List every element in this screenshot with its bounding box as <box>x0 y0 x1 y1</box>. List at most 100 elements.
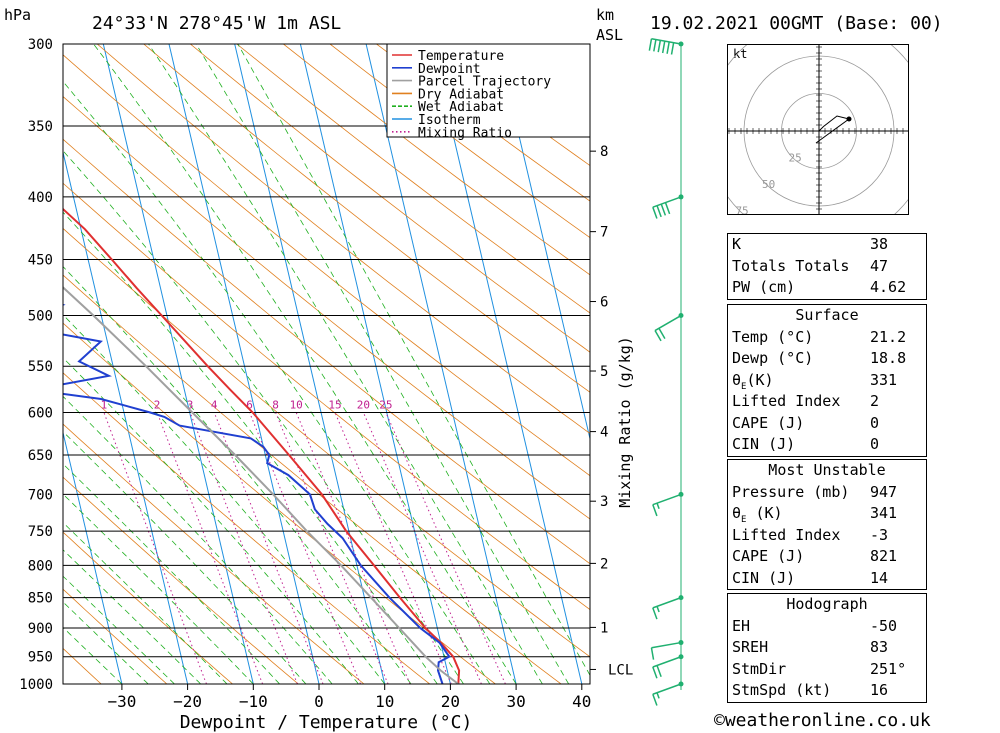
wind-barb-staff <box>651 641 682 649</box>
wind-barb-feather <box>648 38 653 51</box>
surface-row: CIN (J) 0 <box>732 435 880 453</box>
km-tick-label: 1 <box>600 620 608 636</box>
wind-barb-feather <box>661 41 666 54</box>
legend-label: Wet Adiabat <box>418 100 504 115</box>
wind-barb-feather <box>652 504 658 517</box>
most-unstable-row: CIN (J) 14 <box>732 568 889 587</box>
series-parcel-trajectory <box>63 285 459 684</box>
hodograph-ring-label: 50 <box>762 178 775 191</box>
pressure-tick-label: 300 <box>28 37 53 53</box>
km-tick-label: 8 <box>600 144 608 160</box>
legend-label: Dewpoint <box>418 62 481 77</box>
profile-series <box>63 207 461 684</box>
pressure-tick-label: 800 <box>28 558 53 574</box>
mixing-ratio-labels: 1 2 3 4 6 8 10 15 20 25 <box>101 398 393 411</box>
wet-adiabat-line <box>237 44 590 677</box>
wind-barb-feather <box>654 330 662 342</box>
wind-barb-half-feather <box>656 502 660 510</box>
wind-barb-feather <box>656 205 662 218</box>
legend-label: Dry Adiabat <box>418 87 504 102</box>
hodograph-unit-label: kt <box>733 47 747 61</box>
wind-barb-feather <box>660 203 667 216</box>
dry-adiabat-line <box>63 138 590 565</box>
isotherm-line <box>63 150 189 684</box>
mixing-ratio-line <box>334 412 452 684</box>
km-tick-label: 2 <box>600 556 608 572</box>
legend-label: Parcel Trajectory <box>418 75 551 90</box>
wet-adiabat-line <box>63 575 175 684</box>
temperature-tick-label: −10 <box>239 692 268 711</box>
mixing-ratio-tick-label: 15 <box>328 398 341 411</box>
mixing-ratio-tick-label: 1 <box>101 398 108 411</box>
most-unstable-row: Lifted Index -3 <box>732 525 889 544</box>
temperature-tick-label: 0 <box>314 692 324 711</box>
isotherm-line <box>102 44 254 684</box>
mixing-ratio-line <box>385 412 506 684</box>
surface-row: θE(K) 331 <box>732 370 898 392</box>
mixing-ratio-axis-label: Mixing Ratio (g/kg) <box>616 336 634 508</box>
wind-barb-feather <box>666 41 670 54</box>
most-unstable-row: θE (K) 341 <box>732 504 898 525</box>
hodograph-table: Hodograph EH -50 SREH 83 StmDir 251° StmSpd… <box>727 593 927 703</box>
temperature-tick-label: −30 <box>107 692 136 711</box>
most-unstable-row: CAPE (J) 821 <box>732 547 898 565</box>
pressure-tick-label: 1000 <box>19 677 53 693</box>
pressure-tick-label: 400 <box>28 190 53 206</box>
hodograph-row: StmSpd (kt) 16 <box>732 681 889 699</box>
copyright-footer[interactable]: ©weatheronline.co.uk <box>714 710 931 731</box>
wet-adiabat-line <box>148 44 543 684</box>
km-tick-label: 3 <box>600 494 608 510</box>
mixing-ratio-tick-label: 4 <box>211 398 218 411</box>
isotherm-line <box>299 44 451 684</box>
wet-adiabat-line <box>63 357 359 684</box>
wind-barb-feather <box>657 40 662 53</box>
mixing-ratio-tick-label: 25 <box>379 398 392 411</box>
wind-barb-feather <box>658 327 666 340</box>
most-unstable-table: Most Unstable Pressure (mb) 947 θE (K) 341… <box>727 459 927 590</box>
km-tick-label: 6 <box>600 295 608 311</box>
dry-adiabat-line <box>63 227 590 658</box>
legend-label: Temperature <box>418 49 504 64</box>
wind-barb-feather <box>652 694 658 706</box>
pressure-tick-label: 450 <box>28 253 53 269</box>
surface-row: Lifted Index 2 <box>732 392 880 410</box>
km-tick-label: 7 <box>600 225 608 241</box>
x-axis-label: Dewpoint / Temperature (°C) <box>180 712 473 733</box>
wind-barb-half-feather <box>656 606 660 613</box>
wet-adiabat-line <box>63 314 386 684</box>
asl-label: ASL <box>596 26 623 44</box>
isotherm-line <box>63 430 123 684</box>
hodograph-ring-label: 25 <box>788 152 801 165</box>
wind-barb-feather <box>652 607 658 620</box>
temperature-tick-label: 10 <box>375 692 394 711</box>
mixing-ratio-tick-label: 8 <box>272 398 279 411</box>
index-row-pw: PW (cm) 4.62 <box>732 278 907 296</box>
mixing-ratio-tick-label: 6 <box>246 398 253 411</box>
plot-frame <box>62 43 591 685</box>
wet-adiabat-line <box>195 44 570 684</box>
pressure-tick-label: 550 <box>28 359 53 375</box>
surface-row: Dewp (°C) 18.8 <box>732 349 907 367</box>
location-title: 24°33'N 278°45'W 1m ASL <box>92 13 341 34</box>
hodograph-storm-dot <box>846 116 852 122</box>
dry-adiabat-line <box>236 44 590 314</box>
most-unstable-row: Pressure (mb) 947 <box>732 482 898 501</box>
dry-adiabat-line <box>283 44 590 276</box>
pressure-tick-label: 650 <box>28 448 53 464</box>
km-label: km <box>596 6 614 24</box>
dry-adiabat-line <box>63 531 233 684</box>
hodograph-row: SREH 83 <box>732 638 889 656</box>
dry-adiabat-line <box>329 44 590 239</box>
datetime-title: 19.02.2021 00GMT (Base: 00) <box>650 13 943 34</box>
pressure-tick-label: 600 <box>28 405 53 421</box>
hodograph-trace <box>815 115 851 144</box>
wind-barb-feather <box>656 665 662 677</box>
pressure-tick-label: 700 <box>28 487 53 503</box>
wind-barb-staff <box>654 314 682 332</box>
wind-barb-staff <box>652 656 682 668</box>
pressure-tick-label: 950 <box>28 650 53 666</box>
temperature-tick-label: 20 <box>441 692 460 711</box>
dry-adiabat-line <box>63 182 590 611</box>
hodograph-row: EH -50 <box>732 616 898 635</box>
indices-table: K 38 Totals Totals 47 PW (cm) 4.62 <box>727 233 927 300</box>
